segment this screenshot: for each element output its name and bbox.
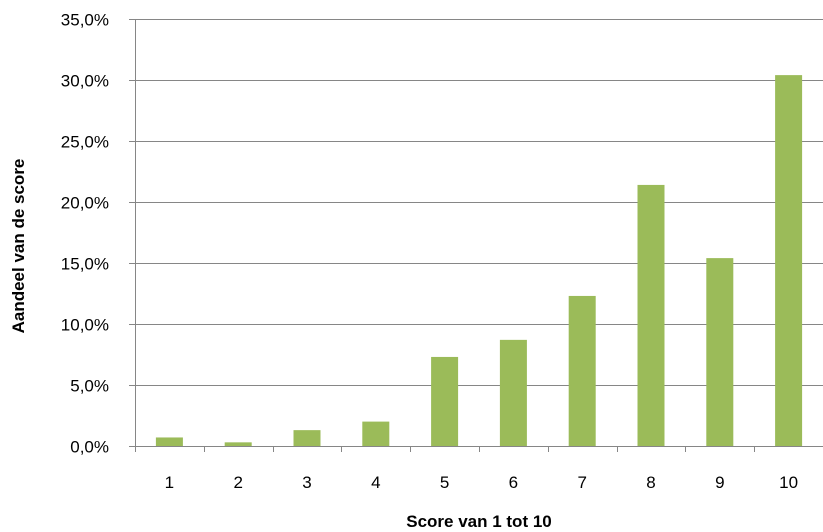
y-tick-label: 0,0%	[70, 438, 109, 457]
y-tick-label: 20,0%	[61, 194, 109, 213]
tick-labels: 0,0% 5,0% 10,0% 15,0% 20,0% 25,0% 30,0% 35,0% 1 2…	[61, 11, 798, 493]
y-tick-label: 10,0%	[61, 316, 109, 335]
bar	[499, 339, 527, 446]
x-tick-label: 2	[233, 473, 242, 492]
x-tick-label: 7	[577, 473, 586, 492]
bar	[431, 356, 459, 446]
bar	[568, 295, 596, 446]
bar	[706, 258, 734, 446]
x-tick-label: 1	[165, 473, 174, 492]
bar	[637, 184, 665, 447]
y-tick-label: 15,0%	[61, 255, 109, 274]
y-tick-label: 35,0%	[61, 11, 109, 30]
bar	[293, 430, 321, 446]
y-tick-label: 25,0%	[61, 133, 109, 152]
gridlines	[135, 19, 823, 386]
x-tick-label: 5	[440, 473, 449, 492]
x-tick-label: 9	[715, 473, 724, 492]
y-axis-title: Aandeel van de score	[9, 159, 28, 334]
bar	[362, 421, 390, 446]
x-tick-label: 10	[779, 473, 798, 492]
axes	[129, 19, 823, 452]
bars	[155, 75, 803, 447]
x-tick-label: 8	[646, 473, 655, 492]
x-tick-label: 6	[509, 473, 518, 492]
bar	[155, 437, 183, 446]
x-tick-label: 3	[302, 473, 311, 492]
bar	[224, 442, 252, 446]
x-tick-label: 4	[371, 473, 380, 492]
bar	[775, 75, 803, 447]
x-axis-title: Score van 1 tot 10	[406, 512, 552, 531]
y-tick-label: 5,0%	[70, 377, 109, 396]
y-tick-label: 30,0%	[61, 72, 109, 91]
